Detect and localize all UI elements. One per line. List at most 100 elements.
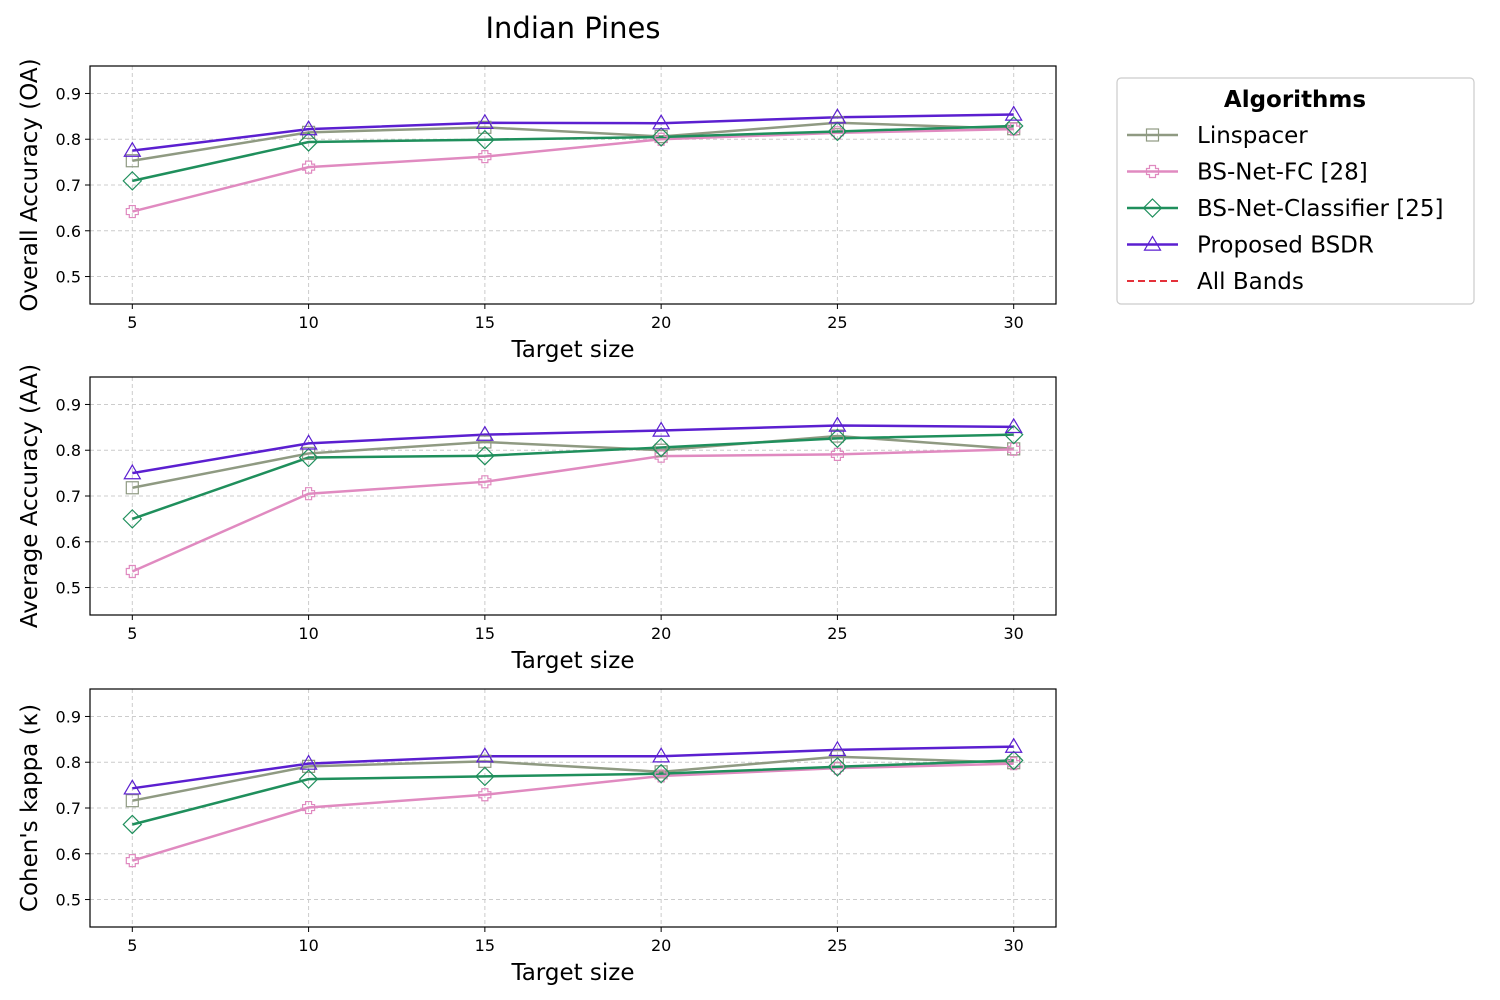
series-line-proposed-bsdr [132,424,1014,475]
data-point [478,435,492,449]
data-point [122,171,143,191]
data-point [654,132,668,146]
x-axis-label: Target size [510,648,634,674]
panel-3: 5 10 15 20 25 30 0.5 0.6 0.7 0.8 0.9 Target size Coh… [17,688,1057,986]
data-point [827,428,848,449]
data-point [475,425,494,441]
data-point [652,114,671,130]
x-tick-label: 30 [1004,936,1024,955]
data-point [1004,737,1023,753]
data-point [1003,116,1024,136]
x-axis-label: Target size [510,960,634,986]
series-line-bs-net-classifier-25- [131,759,1014,826]
legend-marker [1145,128,1160,142]
x-tick-label: 25 [827,624,847,643]
data-point [123,463,142,480]
data-point [301,487,316,501]
data-point [478,475,492,489]
data-point [654,765,668,779]
legend-label: BS-Net-Classifier [25] [1197,196,1443,222]
legend-marker [1142,198,1163,218]
legend-item: All Bands [1127,269,1304,295]
data-point [651,763,671,784]
x-tick-label: 25 [827,313,847,332]
x-tick-label: 15 [475,936,495,955]
legend-label: BS-Net-FC [28] [1197,160,1368,186]
x-tick-label: 30 [1004,624,1024,643]
legend-item: Linspacer [1127,123,1308,149]
y-tick-label: 0.8 [56,130,81,149]
x-tick-label: 5 [127,624,137,643]
data-point [1003,750,1024,771]
x-tick-label: 20 [651,936,671,955]
data-point [475,766,495,787]
data-point [299,434,318,450]
data-point [654,769,668,783]
data-point [125,854,139,868]
y-tick-label: 0.7 [56,799,81,818]
data-point [299,754,318,770]
x-tick-label: 15 [475,313,495,332]
legend-item: Proposed BSDR [1127,233,1374,259]
y-tick-label: 0.6 [56,533,81,552]
legend-label: Linspacer [1197,123,1308,149]
legend-marker [1143,235,1162,251]
data-point [828,416,847,432]
data-point [827,756,848,777]
data-point [301,446,316,461]
y-axis-label: Average Accuracy (AA) [17,364,43,628]
panel-2: 5 10 15 20 25 30 0.5 0.6 0.7 0.8 0.9 Target size Ave… [17,364,1057,674]
y-tick-label: 0.7 [56,176,81,195]
y-tick-label: 0.8 [56,441,81,460]
data-point [123,779,142,795]
y-tick-label: 0.8 [56,753,81,772]
data-point [478,788,492,802]
data-point [125,154,139,168]
y-tick-label: 0.7 [56,487,81,506]
x-tick-label: 15 [475,624,495,643]
series-line-bs-net-fc-28- [131,448,1014,573]
legend-item: BS-Net-FC [28] [1127,160,1368,186]
legend-item: BS-Net-Classifier [25] [1127,196,1443,222]
y-tick-label: 0.9 [56,707,81,726]
data-point [125,564,139,579]
data-point [1007,122,1021,136]
x-tick-label: 10 [298,624,318,643]
data-point [475,445,495,466]
chart-title: Indian Pines [485,11,660,45]
data-point [125,794,139,808]
data-point [125,481,139,495]
data-point [1007,757,1021,771]
legend-title: Algorithms [1224,87,1366,113]
data-point [828,108,847,124]
data-point [651,437,671,458]
data-point [830,126,845,140]
y-tick-label: 0.6 [56,222,81,241]
data-point [828,740,847,757]
y-axis-label: Cohen's kappa (κ) [17,704,43,912]
data-point [478,120,492,134]
x-tick-label: 20 [651,313,671,332]
data-point [652,747,671,763]
data-point [299,119,318,136]
x-tick-label: 5 [127,313,137,332]
data-point [122,509,143,529]
series-line-linspacer [132,434,1014,489]
panel-1: 5 10 15 20 25 30 0.5 0.6 0.7 0.8 0.9 Target size Ove… [17,58,1057,363]
data-point [301,160,316,174]
y-tick-label: 0.9 [56,395,81,414]
data-point [301,800,316,815]
series-line-linspacer [132,121,1014,162]
data-point [478,150,492,164]
y-tick-label: 0.5 [56,268,81,287]
legend-label: All Bands [1197,269,1304,295]
data-point [1004,417,1023,434]
legend: Algorithms Linspacer BS-Net-FC [28] BS-Net-… [1116,77,1475,305]
x-tick-label: 30 [1004,313,1024,332]
data-point [827,121,848,142]
data-point [122,814,143,835]
data-point [652,421,671,437]
data-point [1004,105,1023,121]
data-point [1003,424,1024,445]
